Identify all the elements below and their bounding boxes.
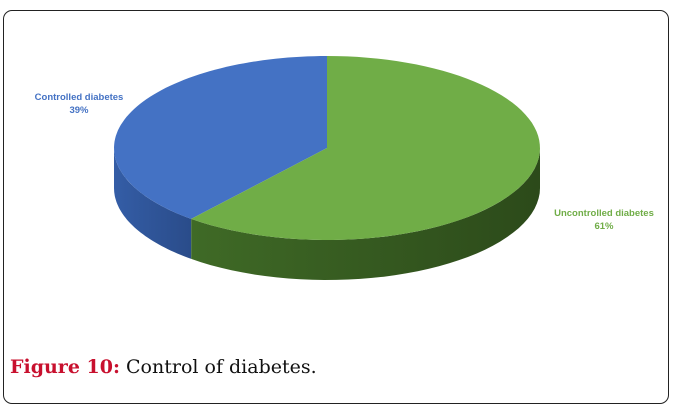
data-label-controlled-diabetes: Controlled diabetes 39% — [35, 92, 124, 116]
figure-caption: Figure 10: Control of diabetes. — [10, 356, 317, 378]
pie-side-controlled-diabetes — [114, 148, 192, 259]
pie-chart: Controlled diabetes 39% Uncontrolled diabe… — [35, 56, 654, 280]
pie-slice-uncontrolled-diabetes — [191, 56, 540, 240]
figure-caption-text: Control of diabetes. — [119, 356, 317, 378]
figure-frame: Controlled diabetes 39% Uncontrolled diabe… — [3, 10, 669, 404]
pie-side-uncontrolled-diabetes — [191, 148, 540, 280]
figure-label: Figure 10: — [10, 356, 120, 378]
data-label-uncontrolled-diabetes: Uncontrolled diabetes 61% — [554, 208, 654, 232]
pie-slice-controlled-diabetes — [114, 56, 327, 219]
